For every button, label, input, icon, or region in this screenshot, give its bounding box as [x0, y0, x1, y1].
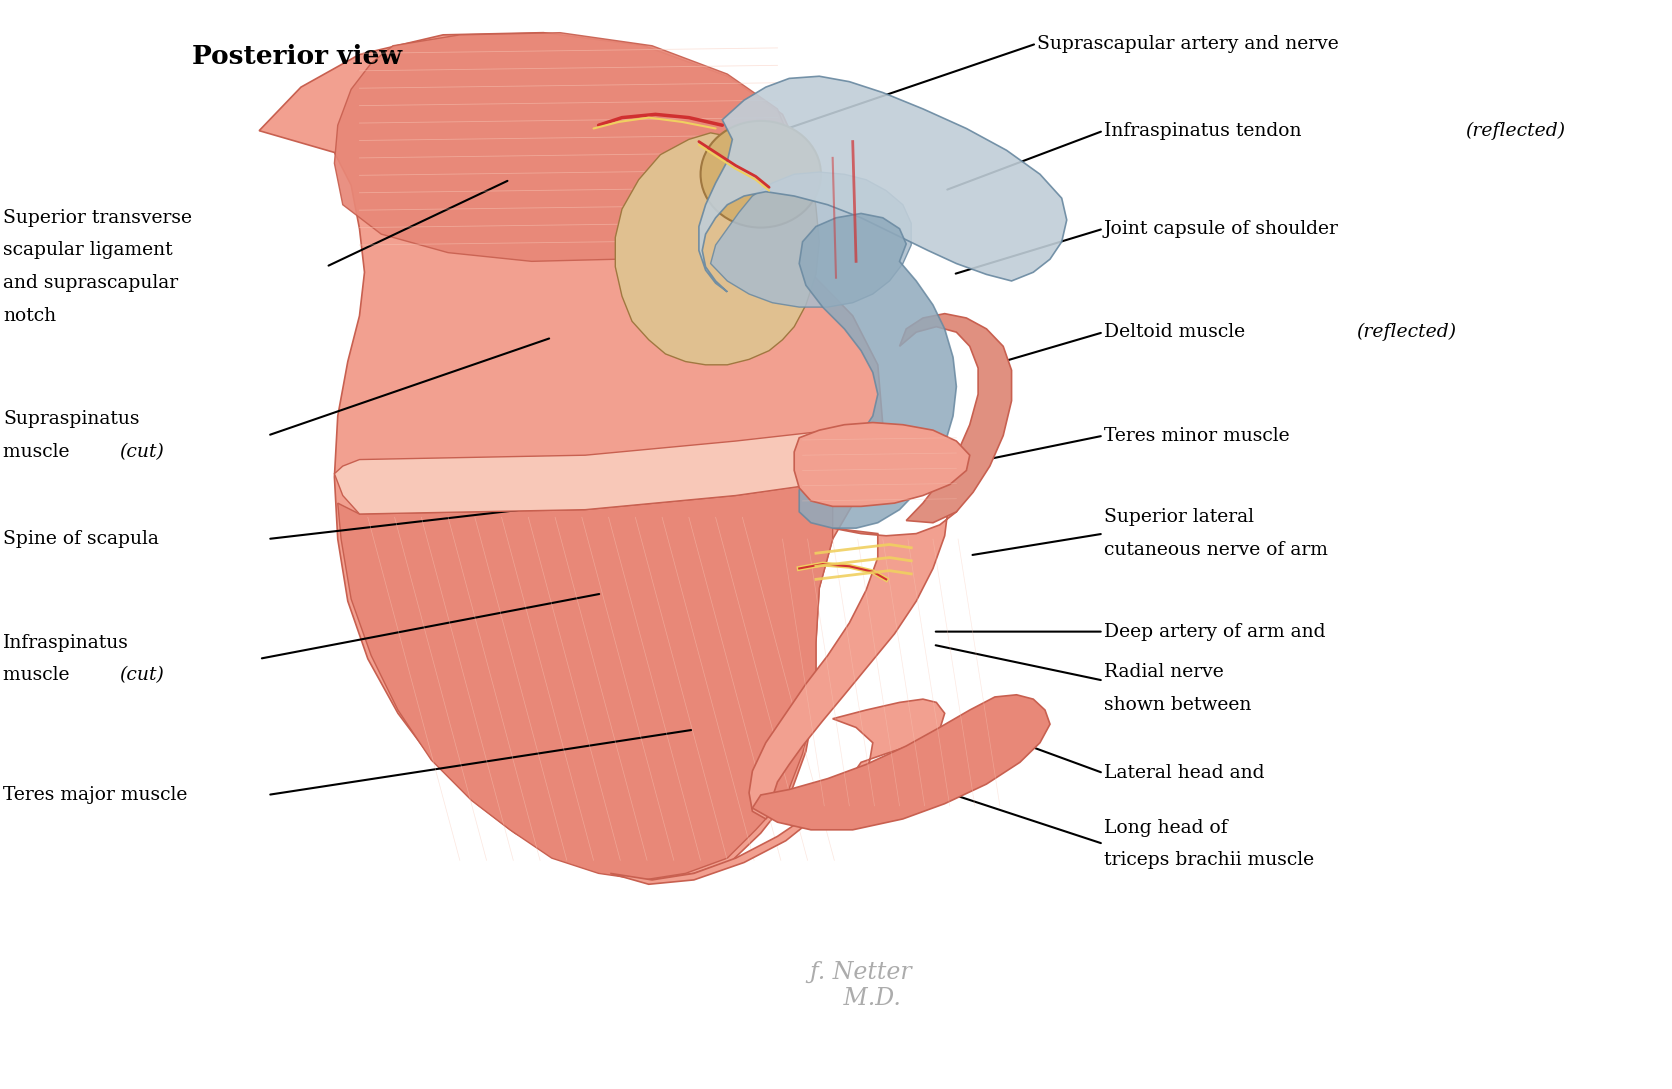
Polygon shape: [699, 76, 1067, 292]
Text: Deep artery of arm and: Deep artery of arm and: [1104, 623, 1324, 640]
Polygon shape: [338, 481, 833, 880]
Text: (reflected): (reflected): [1356, 323, 1456, 341]
Text: Suprascapular artery and nerve: Suprascapular artery and nerve: [1037, 35, 1338, 52]
Text: Posterior view: Posterior view: [192, 45, 403, 69]
Text: Superior lateral: Superior lateral: [1104, 509, 1254, 526]
Text: Superior transverse: Superior transverse: [3, 209, 192, 227]
Text: Spine of scapula: Spine of scapula: [3, 530, 159, 548]
Text: and suprascapular: and suprascapular: [3, 274, 179, 292]
Polygon shape: [615, 133, 819, 365]
Text: Deltoid muscle: Deltoid muscle: [1104, 323, 1251, 341]
Text: shown between: shown between: [1104, 696, 1251, 713]
Polygon shape: [610, 699, 945, 884]
Polygon shape: [794, 423, 970, 506]
Text: muscle: muscle: [3, 443, 75, 461]
Text: Supraspinatus: Supraspinatus: [3, 411, 140, 428]
Ellipse shape: [701, 121, 821, 228]
Polygon shape: [752, 695, 1050, 830]
Text: (cut): (cut): [119, 666, 164, 684]
Text: Teres minor muscle: Teres minor muscle: [1104, 427, 1289, 444]
Text: triceps brachii muscle: triceps brachii muscle: [1104, 852, 1314, 869]
Text: ƒ. Netter
   M.D.: ƒ. Netter M.D.: [809, 960, 913, 1011]
Text: cutaneous nerve of arm: cutaneous nerve of arm: [1104, 541, 1328, 559]
Polygon shape: [259, 33, 883, 880]
Text: Radial nerve: Radial nerve: [1104, 663, 1224, 681]
Text: Infraspinatus tendon: Infraspinatus tendon: [1104, 122, 1308, 139]
Polygon shape: [334, 430, 853, 514]
Text: (cut): (cut): [119, 443, 164, 461]
Polygon shape: [749, 446, 966, 819]
Text: Teres major muscle: Teres major muscle: [3, 786, 187, 804]
Text: Joint capsule of shoulder: Joint capsule of shoulder: [1104, 220, 1338, 237]
Text: Lateral head and: Lateral head and: [1104, 764, 1264, 782]
Polygon shape: [711, 172, 911, 307]
Polygon shape: [900, 314, 1012, 523]
Text: Long head of: Long head of: [1104, 819, 1227, 836]
Polygon shape: [799, 213, 956, 528]
Polygon shape: [334, 33, 794, 261]
Text: muscle: muscle: [3, 666, 75, 684]
Text: scapular ligament: scapular ligament: [3, 242, 172, 259]
Text: notch: notch: [3, 307, 57, 325]
Text: (reflected): (reflected): [1465, 122, 1565, 139]
Text: Infraspinatus: Infraspinatus: [3, 634, 129, 651]
